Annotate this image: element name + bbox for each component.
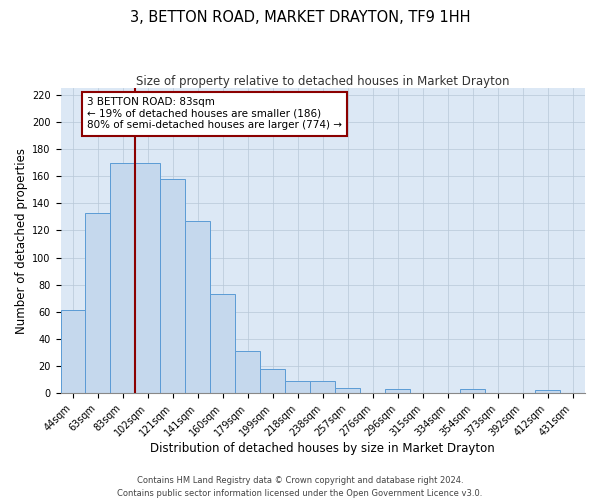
Bar [460, 389, 485, 393]
Bar [185, 221, 211, 393]
Text: 3, BETTON ROAD, MARKET DRAYTON, TF9 1HH: 3, BETTON ROAD, MARKET DRAYTON, TF9 1HH [130, 10, 470, 25]
Bar [110, 162, 136, 393]
Bar [85, 213, 110, 393]
Bar [285, 381, 310, 393]
Text: 3 BETTON ROAD: 83sqm
← 19% of detached houses are smaller (186)
80% of semi-deta: 3 BETTON ROAD: 83sqm ← 19% of detached h… [87, 97, 342, 130]
Y-axis label: Number of detached properties: Number of detached properties [15, 148, 28, 334]
X-axis label: Distribution of detached houses by size in Market Drayton: Distribution of detached houses by size … [151, 442, 495, 455]
Bar [260, 368, 285, 393]
Bar [310, 381, 335, 393]
Bar [535, 390, 560, 393]
Bar [136, 162, 160, 393]
Bar [385, 389, 410, 393]
Title: Size of property relative to detached houses in Market Drayton: Size of property relative to detached ho… [136, 75, 509, 88]
Bar [335, 388, 360, 393]
Text: Contains HM Land Registry data © Crown copyright and database right 2024.
Contai: Contains HM Land Registry data © Crown c… [118, 476, 482, 498]
Bar [160, 179, 185, 393]
Bar [235, 351, 260, 393]
Bar [211, 294, 235, 393]
Bar [61, 310, 85, 393]
